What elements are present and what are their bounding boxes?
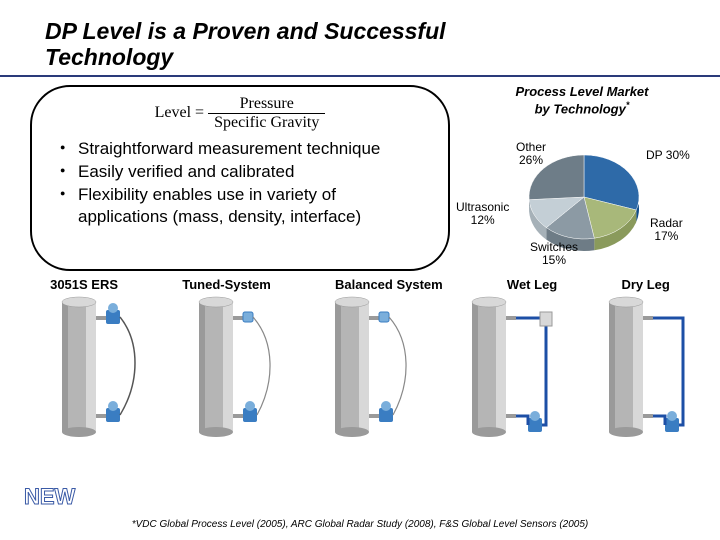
pie-label: Ultrasonic12% — [456, 201, 509, 227]
slide-title: DP Level is a Proven and Successful Tech… — [0, 0, 720, 77]
bullet-list: Straightforward measurement technique Ea… — [50, 138, 430, 227]
pie-label: DP 30% — [646, 149, 690, 162]
pie-label: Other26% — [516, 141, 546, 167]
formula-lhs: Level — [155, 104, 191, 121]
systems-row: 3051S ERS Tuned-System Balanced System W… — [0, 271, 720, 292]
tank-diagram — [297, 294, 422, 469]
chart-sup: * — [626, 100, 630, 110]
pie-label: Radar17% — [650, 217, 683, 243]
tank-diagram — [434, 294, 559, 469]
pie-label: Switches15% — [530, 241, 578, 267]
tanks-row — [0, 294, 720, 469]
system-label: Tuned-System — [182, 277, 271, 292]
level-formula: Level = Pressure Specific Gravity — [50, 95, 430, 132]
pie-wrap: DP 30% Radar17% Switches15% Ultrasonic12% Ot… — [454, 121, 694, 271]
system-label: 3051S ERS — [50, 277, 118, 292]
formula-numerator: Pressure — [208, 95, 325, 114]
system-label: Dry Leg — [621, 277, 669, 292]
pie-chart-block: Process Level Market by Technology* DP 3… — [450, 85, 710, 271]
tank-diagram — [24, 294, 149, 469]
bullet-item: Straightforward measurement technique — [60, 138, 430, 159]
chart-title: Process Level Market by Technology* — [454, 85, 710, 117]
chart-title-l2: by Technology — [535, 101, 626, 116]
system-label: Wet Leg — [507, 277, 557, 292]
formula-eq: = — [195, 104, 204, 121]
bullet-item: Flexibility enables use in variety of ap… — [60, 184, 430, 227]
formula-denominator: Specific Gravity — [208, 114, 325, 132]
formula-fraction: Pressure Specific Gravity — [208, 95, 325, 132]
tank-diagram — [161, 294, 286, 469]
content-row: Level = Pressure Specific Gravity Straig… — [0, 85, 720, 271]
bullet-item: Easily verified and calibrated — [60, 161, 430, 182]
tank-diagram — [571, 294, 696, 469]
chart-title-l1: Process Level Market — [516, 84, 649, 99]
title-line1: DP Level is a Proven and Successful — [45, 18, 720, 44]
new-badge: NEW — [24, 484, 75, 510]
footnote: *VDC Global Process Level (2005), ARC Gl… — [0, 519, 720, 530]
system-label: Balanced System — [335, 277, 443, 292]
title-line2: Technology — [45, 44, 720, 70]
description-box: Level = Pressure Specific Gravity Straig… — [30, 85, 450, 271]
